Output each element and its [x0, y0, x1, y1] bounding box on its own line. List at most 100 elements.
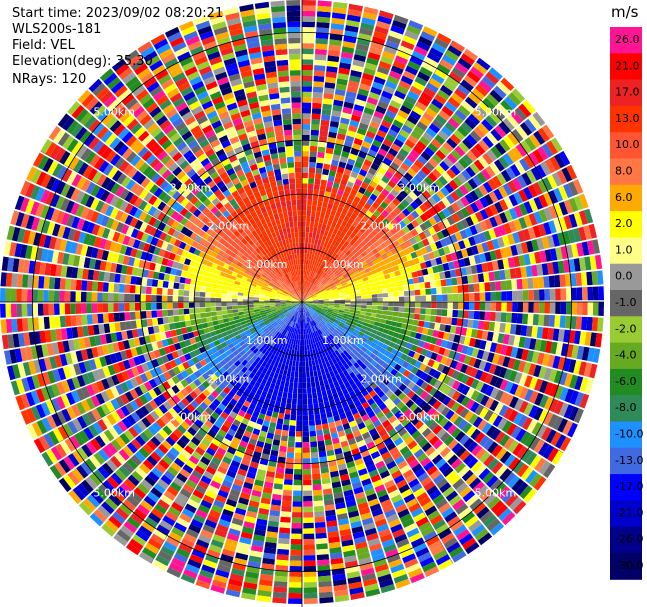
velocity-bin [276, 554, 289, 561]
velocity-bin [370, 359, 378, 367]
velocity-bin [575, 316, 582, 330]
velocity-bin [307, 276, 311, 282]
velocity-bin [132, 534, 147, 547]
velocity-bin [190, 422, 201, 432]
velocity-bin [465, 328, 473, 337]
velocity-bin [231, 483, 242, 492]
velocity-bin [252, 410, 260, 418]
velocity-bin [428, 343, 436, 352]
velocity-bin [73, 432, 85, 446]
velocity-bin [338, 323, 344, 329]
velocity-bin [313, 272, 317, 278]
velocity-bin [356, 93, 368, 102]
velocity-bin [438, 382, 447, 393]
velocity-bin [78, 430, 90, 443]
velocity-bin [317, 262, 322, 269]
velocity-bin [147, 326, 155, 335]
velocity-bin [159, 332, 167, 340]
velocity-bin [78, 501, 93, 516]
velocity-bin [333, 99, 344, 107]
velocity-bin [125, 379, 134, 391]
velocity-bin [321, 309, 328, 313]
velocity-bin [277, 390, 283, 397]
velocity-bin [178, 411, 188, 421]
velocity-bin [200, 499, 213, 509]
velocity-bin [378, 402, 387, 411]
velocity-bin [229, 441, 239, 450]
velocity-bin [396, 152, 406, 162]
velocity-bin [306, 287, 310, 293]
velocity-bin [262, 327, 269, 333]
velocity-bin [359, 83, 371, 92]
velocity-bin [463, 238, 471, 248]
velocity-bin [368, 498, 380, 507]
velocity-bin [46, 449, 58, 464]
velocity-bin [373, 386, 382, 394]
velocity-bin [334, 303, 340, 306]
velocity-bin [446, 286, 453, 294]
velocity-bin [318, 284, 323, 289]
velocity-bin [400, 75, 414, 86]
velocity-bin [442, 375, 451, 385]
velocity-bin [419, 66, 433, 78]
velocity-bin [404, 95, 417, 106]
velocity-bin [186, 345, 194, 353]
velocity-bin [283, 317, 288, 322]
velocity-bin [244, 316, 251, 321]
velocity-bin [499, 451, 512, 464]
velocity-bin [571, 287, 577, 301]
velocity-bin [206, 447, 216, 457]
velocity-bin [285, 302, 292, 304]
velocity-bin [218, 323, 226, 329]
velocity-bin [309, 365, 313, 372]
velocity-bin [84, 458, 97, 472]
velocity-bin [310, 315, 314, 321]
velocity-bin [256, 418, 264, 426]
velocity-bin [172, 309, 179, 316]
velocity-bin [214, 378, 222, 386]
velocity-bin [43, 357, 52, 371]
velocity-bin [303, 328, 306, 335]
velocity-bin [319, 263, 324, 270]
velocity-bin [411, 210, 420, 219]
velocity-bin [420, 289, 426, 296]
velocity-bin [0, 319, 7, 334]
velocity-bin [302, 253, 305, 259]
velocity-bin [251, 386, 258, 394]
velocity-bin [479, 302, 486, 311]
velocity-bin [456, 210, 465, 221]
velocity-bin [326, 449, 335, 457]
velocity-bin [424, 315, 431, 322]
velocity-bin [537, 223, 547, 237]
velocity-bin [465, 365, 474, 376]
velocity-bin [226, 306, 233, 310]
velocity-bin [330, 233, 336, 240]
velocity-bin [533, 364, 542, 378]
velocity-bin [355, 435, 364, 443]
velocity-bin [364, 393, 372, 402]
velocity-bin [387, 292, 394, 297]
velocity-bin [315, 419, 322, 426]
velocity-bin [249, 337, 256, 343]
velocity-bin [292, 333, 296, 339]
velocity-bin [307, 298, 313, 301]
velocity-bin [184, 339, 192, 347]
velocity-bin [303, 490, 313, 497]
velocity-bin [323, 300, 329, 302]
velocity-bin [303, 485, 312, 491]
velocity-bin [233, 367, 241, 375]
velocity-bin [211, 456, 222, 466]
velocity-bin [488, 412, 499, 425]
velocity-bin [232, 349, 240, 357]
velocity-bin [333, 294, 340, 297]
velocity-bin [506, 423, 517, 436]
velocity-bin [431, 73, 445, 85]
velocity-bin [472, 175, 483, 187]
velocity-bin [366, 308, 372, 313]
velocity-bin [446, 215, 456, 226]
velocity-bin [355, 223, 363, 231]
velocity-bin [158, 347, 167, 357]
velocity-bin [187, 498, 200, 509]
velocity-bin [356, 237, 363, 245]
velocity-bin [354, 216, 362, 224]
